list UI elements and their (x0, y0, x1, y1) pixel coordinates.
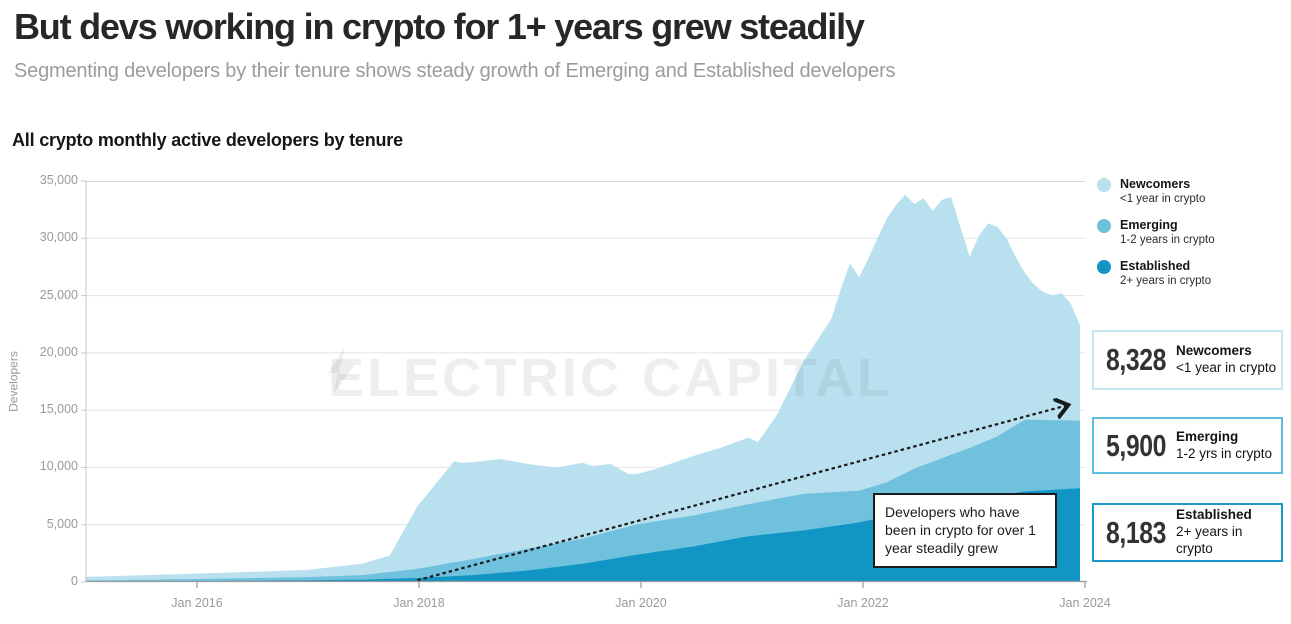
established-count: 8,183 (1106, 514, 1167, 550)
area-established (86, 488, 1080, 582)
newcomers-swatch-icon (1097, 178, 1111, 192)
emerging-swatch-icon (1097, 218, 1111, 233)
y-tick-label: 10,000 (39, 459, 78, 474)
legend-name: Emerging (1120, 217, 1178, 232)
y-tick-label: 20,000 (39, 344, 78, 359)
page-title: But devs working in crypto for 1+ years … (14, 6, 865, 47)
stat-name: Established (1176, 507, 1252, 523)
y-tick-label: 5,000 (46, 516, 78, 531)
x-tick-label: Jan 2022 (837, 596, 889, 610)
y-tick-label: 0 (71, 574, 78, 588)
newcomers-count: 8,328 (1106, 342, 1167, 377)
y-tick-label: 35,000 (39, 173, 78, 187)
chart-title: All crypto monthly active developers by … (12, 130, 403, 150)
x-tick-label: Jan 2016 (171, 596, 223, 610)
emerging-count: 5,900 (1106, 427, 1167, 463)
y-tick-label: 25,000 (39, 287, 78, 302)
legend: Newcomers <1 year in crypto Emerging 1-2… (1097, 177, 1215, 300)
x-tick-label: Jan 2020 (615, 596, 667, 610)
annotation-box: Developers who have been in crypto for o… (873, 493, 1057, 568)
stat-name: Emerging (1176, 428, 1239, 444)
legend-item-newcomers: Newcomers <1 year in crypto (1097, 177, 1215, 207)
stat-desc: 1-2 yrs in crypto (1176, 445, 1273, 461)
stat-desc: <1 year in crypto (1176, 360, 1277, 375)
area-newcomers (86, 194, 1080, 582)
plot-area: ELECTRIC CAPITAL Developers who have bee… (81, 180, 1087, 588)
legend-desc: <1 year in crypto (1120, 193, 1206, 205)
stat-box-newcomers: 8,328 Newcomers <1 year in crypto (1092, 330, 1283, 390)
established-swatch-icon (1097, 259, 1111, 274)
legend-desc: 2+ years in crypto (1120, 274, 1212, 287)
stat-box-established: 8,183 Established 2+ years in crypto (1092, 503, 1283, 562)
legend-desc: 1-2 years in crypto (1120, 233, 1215, 246)
y-tick-label: 15,000 (39, 402, 78, 417)
legend-item-emerging: Emerging 1-2 years in crypto (1097, 218, 1215, 248)
legend-name: Established (1120, 258, 1191, 273)
stat-desc: 2+ years in crypto (1176, 524, 1243, 556)
trend-line (417, 406, 1066, 582)
page-subtitle: Segmenting developers by their tenure sh… (14, 60, 896, 82)
x-tick-label: Jan 2024 (1059, 596, 1111, 610)
legend-item-established: Established 2+ years in crypto (1097, 259, 1215, 289)
x-tick-label: Jan 2018 (393, 596, 445, 610)
legend-name: Newcomers (1120, 177, 1191, 191)
stat-name: Newcomers (1176, 343, 1252, 359)
stacked-area-chart (81, 180, 1087, 588)
stat-box-emerging: 5,900 Emerging 1-2 yrs in crypto (1092, 417, 1283, 474)
y-tick-label: 30,000 (39, 230, 78, 245)
